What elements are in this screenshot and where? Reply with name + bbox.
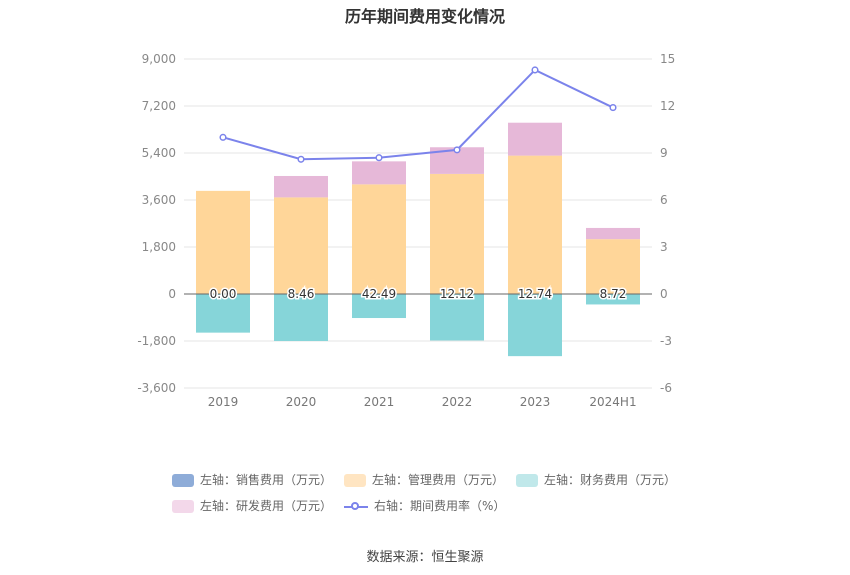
expense-rate-point [375, 154, 383, 162]
left-axis-tick-label: 1,800 [142, 240, 176, 254]
expense-rate-point [297, 155, 305, 163]
left-axis-tick-label: -3,600 [137, 381, 176, 395]
bar-segment [352, 294, 406, 319]
data-label: 8.46 [288, 287, 315, 301]
legend-item-admin[interactable]: 左轴：管理费用（万元） [344, 472, 504, 488]
bar-segment [352, 184, 406, 294]
legend-label-sales: 左轴：销售费用（万元） [200, 473, 333, 487]
legend-item-expense-rate[interactable]: 右轴：期间费用率（%） [344, 498, 505, 514]
bar-segment [508, 294, 562, 357]
bar-segment [274, 294, 328, 341]
x-axis-tick-label: 2020 [286, 395, 317, 409]
bar-segment [586, 227, 640, 240]
legend-label-expense-rate: 右轴：期间费用率（%） [374, 499, 506, 513]
right-axis-tick-label: 9 [660, 146, 668, 160]
bar-segment [586, 294, 640, 305]
expense-rate-point [609, 104, 617, 112]
bar-segment [508, 122, 562, 156]
expense-rate-point [531, 66, 539, 74]
bar-segment [586, 239, 640, 294]
bar-segment [430, 294, 484, 341]
data-label: 12.12 [440, 287, 474, 301]
data-label: 12.74 [518, 287, 552, 301]
data-label: 8.72 [600, 287, 627, 301]
left-axis-tick-label: -1,800 [137, 334, 176, 348]
legend-swatch-sales [172, 474, 194, 487]
x-axis-tick-label: 2021 [364, 395, 395, 409]
left-axis-tick-label: 0 [168, 287, 176, 301]
expense-rate-line [222, 68, 614, 161]
right-axis-tick-label: 0 [660, 287, 668, 301]
left-axis-tick-label: 3,600 [142, 193, 176, 207]
data-label: 0.00 [210, 287, 237, 301]
right-axis-tick-label: 12 [660, 99, 675, 113]
x-axis-tick-label: 2024H1 [589, 395, 636, 409]
bar-segment [274, 197, 328, 294]
expense-rate-point [453, 146, 461, 154]
right-axis-tick-label: 6 [660, 193, 668, 207]
legend-swatch-admin [344, 474, 366, 487]
bar-segment [274, 175, 328, 198]
legend-label-finance: 左轴：财务费用（万元） [544, 473, 677, 487]
chart-title: 历年期间费用变化情况 [344, 7, 505, 26]
right-axis-tick-label: 3 [660, 240, 668, 254]
data-source: 数据来源：恒生聚源 [366, 550, 484, 565]
bar-segment [430, 173, 484, 294]
x-axis-tick-label: 2023 [520, 395, 551, 409]
legend-label-rnd: 左轴：研发费用（万元） [200, 499, 333, 513]
right-axis-tick-label: 15 [660, 52, 675, 66]
right-axis-tick-label: -3 [660, 334, 672, 348]
x-axis-tick-label: 2019 [208, 395, 239, 409]
legend-label-admin: 左轴：管理费用（万元） [372, 473, 505, 487]
legend-line-marker [344, 500, 368, 513]
left-axis-tick-label: 7,200 [142, 99, 176, 113]
legend-swatch-finance [516, 474, 538, 487]
left-axis-tick-label: 9,000 [142, 52, 176, 66]
x-axis-tick-label: 2022 [442, 395, 473, 409]
expense-rate-point [219, 133, 227, 141]
legend-item-rnd[interactable]: 左轴：研发费用（万元） [172, 498, 332, 514]
right-axis-tick-label: -6 [660, 381, 672, 395]
bar-segment [196, 294, 250, 333]
bar-segment [196, 190, 250, 294]
bar-segment [352, 161, 406, 185]
data-label: 42.49 [362, 287, 396, 301]
left-axis-tick-label: 5,400 [142, 146, 176, 160]
bar-segment [508, 155, 562, 294]
legend-item-finance[interactable]: 左轴：财务费用（万元） [516, 472, 676, 488]
legend-item-sales[interactable]: 左轴：销售费用（万元） [172, 472, 332, 488]
legend-swatch-rnd [172, 500, 194, 513]
